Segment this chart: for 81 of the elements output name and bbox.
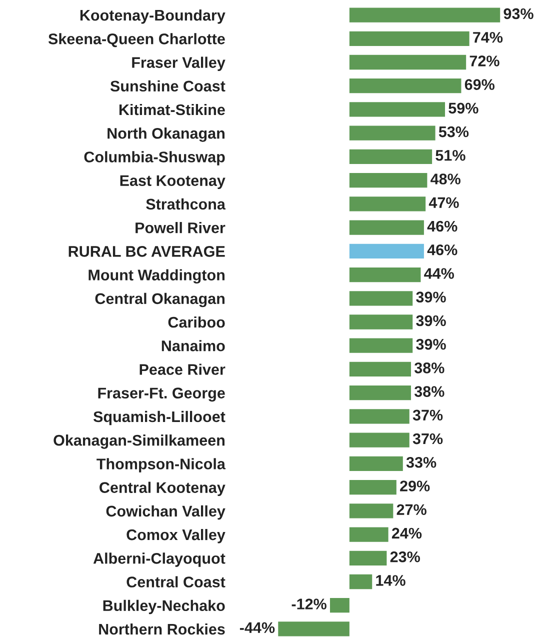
- bar: [349, 149, 432, 164]
- data-label: 59%: [448, 102, 478, 114]
- data-label: -12%: [292, 598, 326, 610]
- data-label: 46%: [427, 244, 458, 256]
- bar: [349, 362, 411, 377]
- data-label: 37%: [412, 410, 443, 421]
- bar: [349, 338, 413, 353]
- data-label: 38%: [414, 362, 444, 374]
- y-tick-label: Powell River: [136, 222, 226, 234]
- bar: [349, 78, 462, 94]
- data-label: 39%: [416, 338, 446, 350]
- bar: [349, 314, 413, 330]
- data-label: 51%: [436, 150, 466, 161]
- bar: [349, 267, 421, 282]
- y-tick-label: Bulkley-Nechako: [103, 600, 225, 614]
- y-tick-label: Comox Valley: [126, 528, 226, 544]
- bar: [330, 598, 350, 613]
- y-tick-label: Central Okanagan: [95, 292, 224, 308]
- bar: [349, 574, 372, 590]
- data-label: 48%: [430, 174, 460, 184]
- y-tick-label: Kitimat-Stikine: [119, 104, 225, 116]
- data-label: 23%: [390, 551, 420, 562]
- data-label: 38%: [414, 386, 444, 397]
- data-label: 93%: [504, 8, 534, 20]
- y-tick-label: Fraser Valley: [132, 56, 226, 71]
- data-label: 53%: [438, 126, 469, 138]
- y-tick-label: Mount Waddington: [88, 269, 224, 284]
- data-label: -44%: [240, 622, 275, 634]
- bar: [349, 456, 403, 471]
- bar: [278, 622, 350, 636]
- bar: [349, 244, 424, 258]
- y-tick-label: Squamish-Lillooet: [93, 410, 226, 426]
- data-label: 74%: [473, 32, 503, 43]
- bar: [349, 386, 411, 400]
- y-tick-label: Cariboo: [168, 316, 225, 328]
- y-tick-label: Kootenay-Boundary: [80, 9, 226, 24]
- y-tick-label: RURAL BC AVERAGE: [68, 246, 225, 257]
- bar: [349, 196, 426, 212]
- bar: [349, 480, 396, 495]
- bar: [349, 409, 410, 424]
- y-tick-label: Northern Rockies: [99, 623, 225, 635]
- bar: [349, 504, 394, 518]
- bar: [349, 126, 436, 140]
- data-label: 14%: [376, 575, 406, 586]
- bar: [349, 550, 387, 566]
- data-label: 24%: [392, 528, 422, 539]
- bar: [349, 31, 470, 46]
- y-tick-label: Okanagan-Similkameen: [54, 434, 224, 449]
- y-tick-label: Strathcona: [146, 198, 226, 210]
- data-label: 47%: [428, 197, 459, 208]
- data-label: 37%: [412, 433, 443, 444]
- y-tick-label: Fraser-Ft. George: [98, 388, 225, 402]
- y-tick-label: Alberni-Clayoquot: [93, 552, 226, 567]
- data-label: 46%: [427, 220, 458, 232]
- data-label: 69%: [464, 79, 495, 90]
- y-tick-label: Thompson-Nicola: [96, 458, 226, 472]
- data-label: 44%: [424, 268, 454, 279]
- y-tick-label: Central Coast: [126, 576, 226, 588]
- data-label: 29%: [400, 480, 430, 492]
- y-tick-label: Cowichan Valley: [106, 505, 226, 520]
- bar: [349, 173, 428, 188]
- data-label: 27%: [396, 504, 426, 515]
- y-tick-label: North Okanagan: [108, 128, 224, 142]
- data-label: 33%: [406, 456, 436, 468]
- bar: [349, 527, 388, 542]
- data-label: 72%: [470, 56, 500, 66]
- y-tick-label: Columbia-Shuswap: [84, 151, 225, 166]
- bar: [349, 291, 413, 306]
- bar: [349, 102, 446, 117]
- bar: [349, 8, 500, 22]
- data-label: 39%: [416, 315, 446, 326]
- y-tick-label: Central Kootenay: [100, 482, 226, 496]
- y-tick-label: Peace River: [140, 364, 226, 375]
- bar: [349, 54, 466, 70]
- y-tick-label: Skeena-Queen Charlotte: [48, 33, 225, 48]
- y-tick-label: Sunshine Coast: [110, 80, 226, 92]
- y-tick-label: Nanaimo: [162, 340, 225, 352]
- bar: [349, 432, 410, 448]
- data-label: 39%: [416, 292, 446, 303]
- bar: [349, 220, 424, 235]
- y-tick-label: East Kootenay: [120, 175, 226, 190]
